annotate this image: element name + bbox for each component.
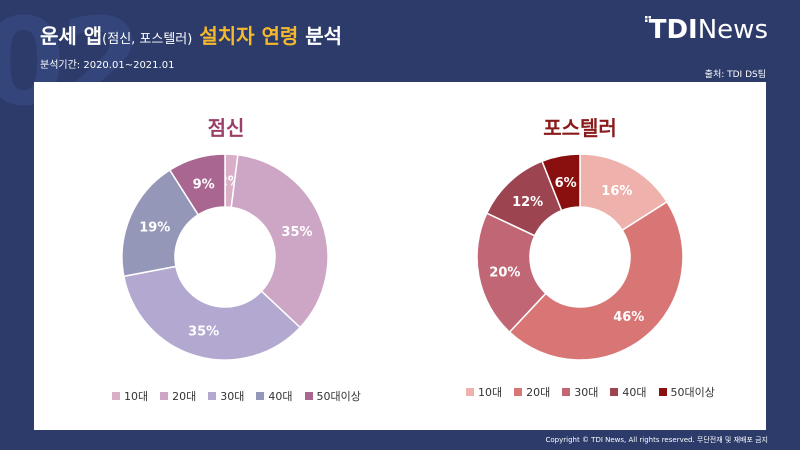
legend-label: 30대 <box>220 390 245 403</box>
copyright-note: Copyright © TDI News, All rights reserve… <box>545 436 768 444</box>
slice-label-20대: 35% <box>281 225 312 240</box>
legend-label: 50대이상 <box>670 386 715 399</box>
legend-jeomsin: 10대 20대 30대 40대 50대이상 <box>112 388 361 404</box>
title-subtitle: (점신, 포스텔러) <box>102 32 193 47</box>
slice-30대 <box>122 265 302 361</box>
legend-item-40대: 40대 <box>610 384 647 400</box>
slice-label-50대이상: 6% <box>555 176 577 191</box>
slice-20대 <box>508 200 684 361</box>
slice-20대 <box>230 153 329 329</box>
legend-swatch <box>562 388 571 396</box>
donut-chart-jeomsin: 2%35%35%19%9% <box>121 153 329 361</box>
legend-label: 40대 <box>268 390 293 403</box>
logo-news: News <box>697 15 768 45</box>
legend-swatch <box>256 392 265 400</box>
legend-item-10대: 10대 <box>466 384 502 400</box>
legend-swatch <box>304 392 313 400</box>
slice-label-50대이상: 9% <box>193 178 215 193</box>
legend-swatch <box>514 388 523 396</box>
chart-panel: 점신 포스텔러 2% 35% 35% 19% 9% 16% 46% 20% 12% 6% 10대… <box>34 82 766 430</box>
legend-item-20대: 20대 <box>160 388 196 404</box>
tdi-news-logo: TDINews <box>644 14 768 46</box>
legend-forteller: 10대 20대 30대 40대 50대이상 <box>466 384 715 400</box>
legend-swatch <box>658 388 667 396</box>
legend-swatch <box>208 392 217 400</box>
legend-label: 50대이상 <box>316 390 361 403</box>
title-main: 운세 앱 <box>40 24 103 48</box>
slice-label-40대: 12% <box>512 195 543 210</box>
legend-label: 10대 <box>478 386 503 399</box>
slice-label-30대: 20% <box>489 265 520 280</box>
legend-item-50대이상: 50대이상 <box>658 384 715 400</box>
source-note: 출처: TDI DS팀 <box>704 70 766 80</box>
legend-item-20대: 20대 <box>514 384 550 400</box>
donut-chart-forteller: 16% 46% 20% 12% 6% <box>476 153 684 361</box>
slice-30대 <box>476 212 547 334</box>
legend-label: 40대 <box>622 386 647 399</box>
title-highlight: 설치자 연령 <box>199 24 299 48</box>
legend-item-10대: 10대 <box>112 388 148 404</box>
slice-50대이상 <box>168 153 226 216</box>
legend-swatch <box>160 392 169 400</box>
slice-50대이상 <box>541 153 581 212</box>
logo-dots-icon <box>644 16 651 22</box>
legend-item-40대: 40대 <box>256 388 293 404</box>
legend-label: 20대 <box>526 386 551 399</box>
legend-item-30대: 30대 <box>208 388 244 404</box>
legend-item-30대: 30대 <box>562 384 598 400</box>
legend-swatch <box>466 388 474 396</box>
logo-tdi: TDI <box>648 15 698 45</box>
slice-label-30대: 35% <box>188 324 219 339</box>
legend-label: 20대 <box>172 390 197 403</box>
page-title: 운세 앱(점신, 포스텔러) 설치자 연령 분석 <box>40 20 342 49</box>
title-suffix: 분석 <box>305 24 343 48</box>
slice-label-40대: 19% <box>139 221 170 236</box>
legend-item-50대이상: 50대이상 <box>304 388 361 404</box>
slice-label-10대: 16% <box>601 184 632 199</box>
legend-label: 30대 <box>574 386 599 399</box>
chart-title-forteller: 포스텔러 <box>543 116 617 140</box>
legend-label: 10대 <box>124 390 149 403</box>
legend-swatch <box>112 392 120 400</box>
legend-swatch <box>610 388 619 396</box>
slice-label-20대: 46% <box>613 310 644 325</box>
analysis-period: 분석기간: 2020.01~2021.01 <box>40 60 175 71</box>
chart-title-jeomsin: 점신 <box>207 116 245 140</box>
